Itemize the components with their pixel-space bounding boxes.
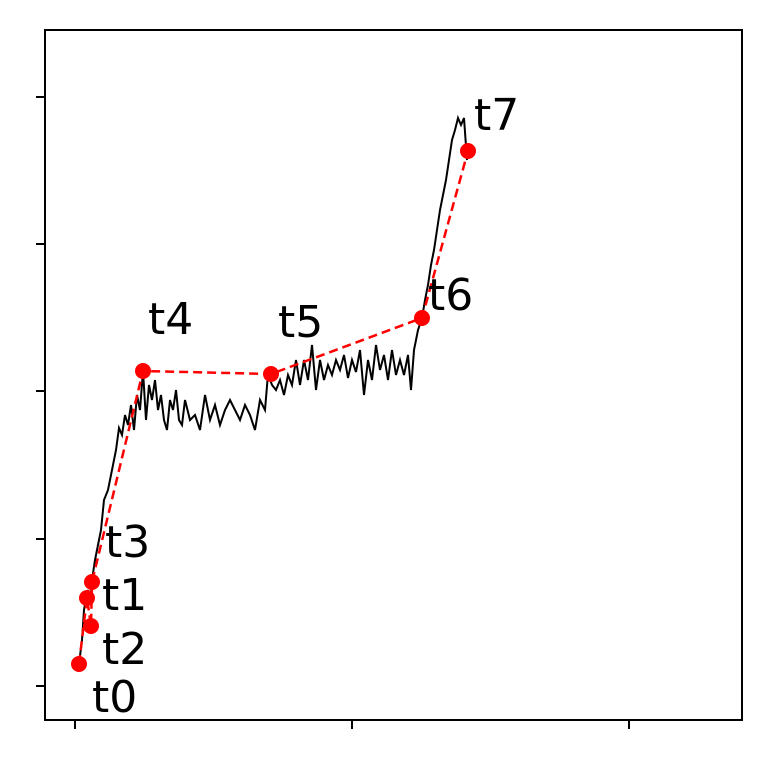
point-marker (460, 143, 476, 159)
point-label: t7 (474, 90, 519, 141)
point-marker (84, 574, 100, 590)
point-label: t1 (102, 570, 147, 621)
point-label: t4 (148, 294, 193, 345)
point-label: t2 (102, 624, 147, 675)
point-label: t3 (105, 517, 150, 568)
point-marker (83, 618, 99, 634)
point-marker (71, 656, 87, 672)
point-marker (135, 363, 151, 379)
point-marker (79, 590, 95, 606)
point-label: t0 (92, 672, 137, 723)
point-marker (414, 310, 430, 326)
point-label: t5 (278, 297, 323, 348)
point-marker (263, 366, 279, 382)
point-label: t6 (428, 270, 473, 321)
plot-frame (44, 29, 743, 721)
